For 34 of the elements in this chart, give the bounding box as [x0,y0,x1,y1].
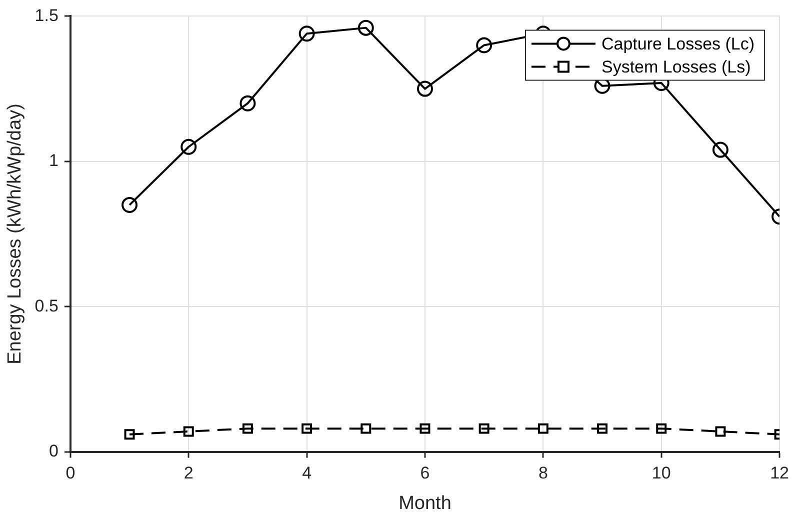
x-axis-title: Month [398,492,452,514]
x-tick-label: 10 [652,464,671,483]
point [476,37,492,54]
y-axis-title: Energy Losses (kWh/kWp/day) [4,104,26,364]
point [183,426,194,437]
x-tick-label: 2 [184,464,194,483]
point [358,20,374,36]
legend-label: Capture Losses (Lc) [601,34,755,54]
x-tick-label: 12 [770,464,790,483]
point [715,426,726,437]
x-tick-label: 6 [420,464,430,483]
point [597,423,608,434]
y-tick-label: 1.5 [34,6,58,25]
point [298,26,315,42]
point [420,423,430,434]
point [302,423,312,434]
point [124,429,135,440]
point [242,423,253,434]
point [656,423,667,434]
x-tick-label: 0 [66,464,76,483]
legend-label: System Losses (Ls) [601,57,751,76]
point [538,423,548,434]
y-tick-label: 0.5 [34,296,58,316]
point [416,80,433,97]
point [122,196,138,213]
point [712,142,728,158]
point [240,95,256,112]
x-tick-label: 8 [538,464,548,483]
point [180,138,197,155]
point [360,423,372,434]
y-tick-label: 0 [48,441,58,460]
point [478,423,490,434]
x-tick-label: 4 [302,464,312,483]
y-tick-label: 1 [48,151,58,170]
